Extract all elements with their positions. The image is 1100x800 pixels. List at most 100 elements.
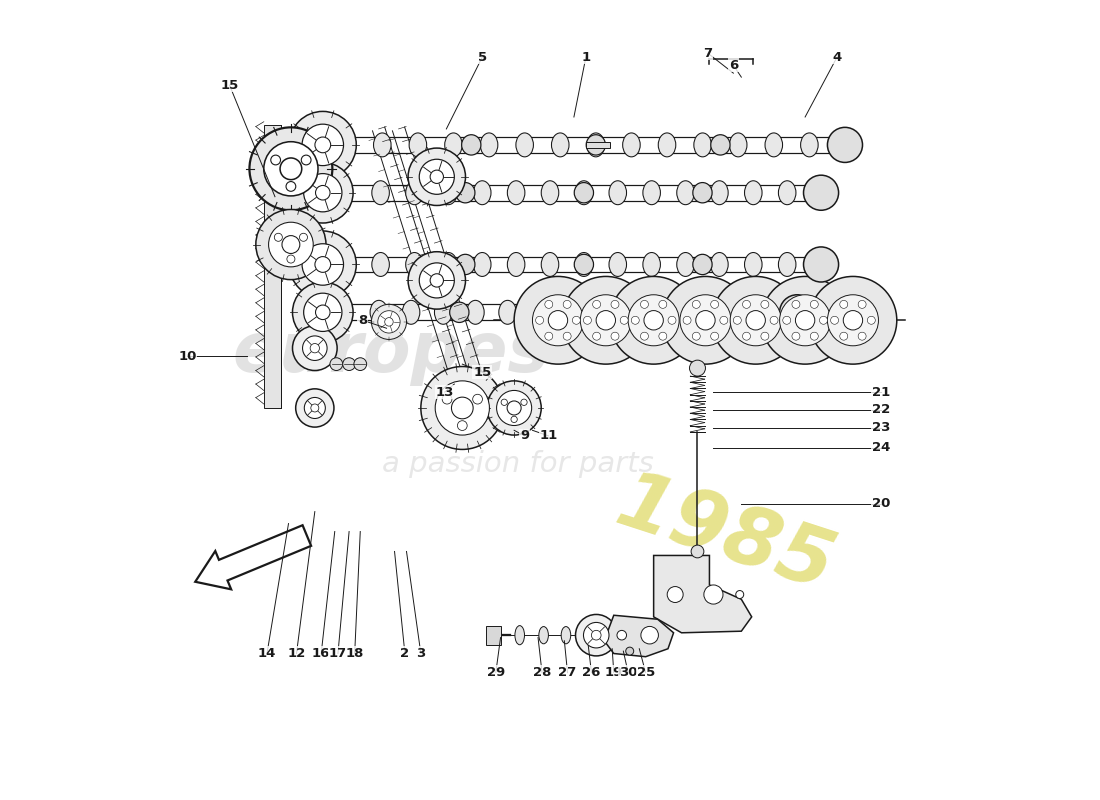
Circle shape — [620, 316, 628, 324]
Text: 7: 7 — [703, 46, 713, 60]
Circle shape — [719, 316, 728, 324]
Circle shape — [746, 310, 766, 330]
Circle shape — [811, 300, 818, 308]
Circle shape — [810, 277, 896, 364]
Circle shape — [264, 142, 318, 196]
Ellipse shape — [498, 300, 516, 324]
Circle shape — [610, 332, 619, 340]
Ellipse shape — [609, 181, 627, 205]
Circle shape — [659, 300, 667, 308]
Circle shape — [692, 300, 701, 308]
Circle shape — [280, 158, 301, 180]
Circle shape — [644, 310, 663, 330]
Circle shape — [311, 404, 319, 412]
Circle shape — [310, 343, 319, 353]
Ellipse shape — [541, 253, 559, 277]
Ellipse shape — [574, 182, 594, 203]
Circle shape — [316, 305, 330, 319]
Ellipse shape — [551, 133, 569, 157]
Ellipse shape — [563, 300, 581, 324]
Ellipse shape — [516, 133, 534, 157]
Ellipse shape — [444, 133, 462, 157]
Circle shape — [299, 234, 308, 242]
Ellipse shape — [440, 181, 458, 205]
Circle shape — [302, 244, 343, 285]
Circle shape — [436, 381, 490, 435]
Ellipse shape — [462, 134, 481, 155]
Ellipse shape — [531, 300, 549, 324]
Circle shape — [596, 310, 616, 330]
Text: 23: 23 — [871, 422, 890, 434]
Circle shape — [268, 222, 313, 267]
Circle shape — [250, 127, 332, 210]
Polygon shape — [653, 555, 751, 633]
Circle shape — [583, 316, 592, 324]
Text: 2: 2 — [400, 647, 409, 660]
Text: 26: 26 — [582, 666, 601, 679]
Circle shape — [563, 300, 571, 308]
Circle shape — [827, 294, 879, 346]
Circle shape — [487, 381, 541, 435]
Ellipse shape — [372, 253, 389, 277]
Circle shape — [640, 332, 648, 340]
Ellipse shape — [658, 133, 675, 157]
Circle shape — [659, 332, 667, 340]
Ellipse shape — [374, 133, 392, 157]
Text: 15: 15 — [473, 366, 492, 378]
Ellipse shape — [675, 302, 694, 322]
Circle shape — [704, 585, 723, 604]
Ellipse shape — [745, 181, 762, 205]
Circle shape — [628, 294, 679, 346]
Circle shape — [304, 174, 342, 212]
Text: 11: 11 — [539, 430, 558, 442]
Circle shape — [536, 316, 543, 324]
Circle shape — [507, 401, 521, 415]
Circle shape — [408, 252, 465, 309]
Circle shape — [734, 316, 741, 324]
Circle shape — [783, 316, 791, 324]
Circle shape — [302, 336, 327, 361]
Text: 13: 13 — [436, 386, 454, 398]
Circle shape — [583, 622, 609, 648]
Ellipse shape — [440, 253, 458, 277]
Ellipse shape — [539, 626, 549, 644]
Circle shape — [761, 332, 769, 340]
Circle shape — [696, 310, 715, 330]
Circle shape — [711, 332, 718, 340]
Circle shape — [419, 263, 454, 298]
Ellipse shape — [627, 300, 645, 324]
Text: 12: 12 — [287, 647, 306, 660]
Circle shape — [430, 170, 443, 183]
Text: 25: 25 — [637, 666, 654, 679]
Circle shape — [293, 326, 337, 370]
Ellipse shape — [692, 300, 710, 324]
Circle shape — [287, 255, 295, 263]
Circle shape — [544, 332, 553, 340]
Circle shape — [514, 277, 602, 364]
Circle shape — [641, 626, 659, 644]
Ellipse shape — [642, 181, 660, 205]
Ellipse shape — [406, 181, 424, 205]
Circle shape — [282, 236, 300, 254]
Circle shape — [458, 421, 468, 430]
Ellipse shape — [455, 182, 475, 203]
Ellipse shape — [587, 133, 605, 157]
Ellipse shape — [586, 134, 605, 155]
Circle shape — [730, 294, 781, 346]
Ellipse shape — [694, 133, 712, 157]
Circle shape — [304, 293, 342, 331]
Ellipse shape — [409, 133, 427, 157]
Circle shape — [385, 318, 393, 326]
Circle shape — [626, 647, 634, 655]
Circle shape — [315, 137, 331, 153]
Ellipse shape — [729, 133, 747, 157]
Circle shape — [316, 186, 330, 200]
Ellipse shape — [724, 300, 741, 324]
Circle shape — [293, 162, 353, 223]
Bar — [264, 125, 282, 408]
Text: 8: 8 — [358, 314, 367, 326]
Circle shape — [742, 300, 750, 308]
Text: 3: 3 — [416, 647, 426, 660]
Text: 10: 10 — [178, 350, 197, 362]
Circle shape — [296, 389, 334, 427]
